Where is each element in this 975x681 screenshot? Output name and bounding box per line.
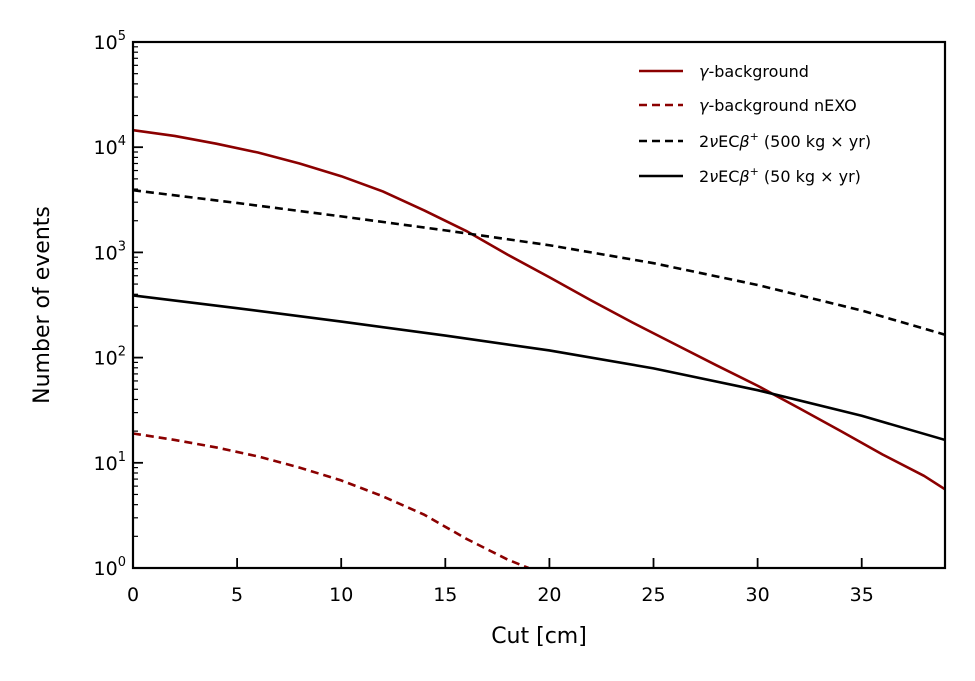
legend: γ-background γ-background nEXO 2νECβ+ (500… bbox=[639, 62, 871, 186]
y-tick-label: 103 bbox=[94, 239, 126, 264]
x-tick-label: 25 bbox=[641, 584, 665, 606]
y-axis-title: Number of events bbox=[30, 206, 55, 404]
plot-lines bbox=[133, 128, 945, 568]
y-tick-label: 100 bbox=[94, 555, 126, 580]
series-line-2 bbox=[133, 432, 530, 568]
tick-labels: 0 5 10 15 20 25 30 35 100 101 102 103 104 105 bbox=[94, 29, 874, 606]
x-tick-label: 15 bbox=[433, 584, 457, 606]
y-tick-label: 105 bbox=[94, 29, 126, 54]
x-tick-label: 20 bbox=[537, 584, 561, 606]
series-line-3 bbox=[133, 188, 945, 336]
y-tick-label: 101 bbox=[94, 450, 126, 475]
y-tick-label: 104 bbox=[94, 134, 126, 159]
x-tick-label: 35 bbox=[850, 584, 874, 606]
series-line-4 bbox=[133, 294, 945, 442]
axis-ticks bbox=[132, 41, 863, 569]
series-line-1 bbox=[133, 128, 945, 491]
x-axis-title: Cut [cm] bbox=[491, 624, 587, 649]
legend-label-1: γ-background bbox=[699, 62, 809, 81]
legend-label-4: 2νECβ+ (50 kg × yr) bbox=[699, 165, 861, 186]
plot-frame bbox=[131, 40, 947, 570]
y-tick-label: 102 bbox=[94, 345, 126, 370]
legend-label-2: γ-background nEXO bbox=[699, 96, 857, 115]
x-tick-label: 0 bbox=[127, 584, 139, 606]
x-tick-label: 10 bbox=[329, 584, 353, 606]
x-tick-label: 5 bbox=[231, 584, 243, 606]
x-tick-label: 30 bbox=[746, 584, 770, 606]
legend-label-3: 2νECβ+ (500 kg × yr) bbox=[699, 130, 871, 151]
